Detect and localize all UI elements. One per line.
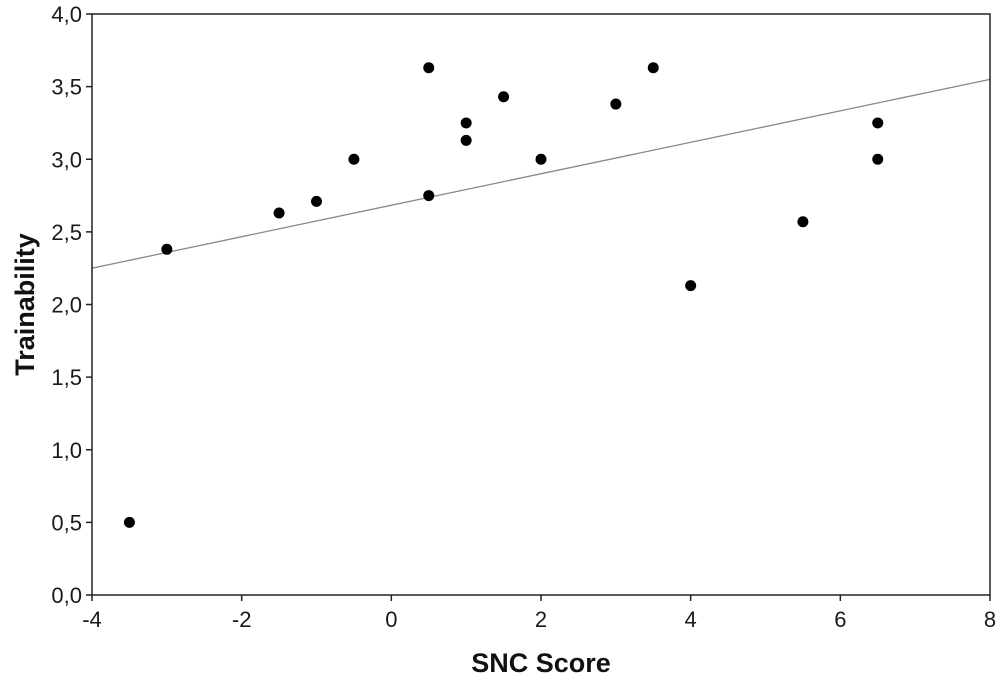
- y-tick-label: 3,0: [51, 147, 82, 172]
- x-tick-label: -2: [232, 607, 252, 632]
- y-tick-label: 4,0: [51, 2, 82, 27]
- data-point: [610, 98, 622, 110]
- data-point: [498, 91, 510, 103]
- y-tick-label: 0,0: [51, 583, 82, 608]
- data-point: [460, 117, 472, 129]
- data-point: [348, 153, 360, 165]
- data-points: [123, 62, 884, 528]
- data-point: [797, 216, 809, 228]
- plot-frame: [91, 13, 991, 596]
- data-point: [872, 117, 884, 129]
- y-tick-label: 2,5: [51, 220, 82, 245]
- data-point: [460, 134, 472, 146]
- x-tick-label: -4: [82, 607, 102, 632]
- y-axis-title: Trainability: [10, 233, 40, 376]
- y-tick-label: 2,0: [51, 293, 82, 318]
- data-point: [872, 153, 884, 165]
- x-axis-title: SNC Score: [471, 648, 611, 678]
- y-tick-label: 1,5: [51, 365, 82, 390]
- x-tick-label: 0: [385, 607, 397, 632]
- y-axis-ticks: 0,0 0,5 1,0 1,5 2,0 2,5 3,0 3,5 4,0: [51, 2, 92, 608]
- data-point: [123, 516, 135, 528]
- x-tick-label: 6: [834, 607, 846, 632]
- data-point: [685, 280, 697, 292]
- data-point: [423, 62, 435, 74]
- data-point: [535, 153, 547, 165]
- y-tick-label: 1,0: [51, 438, 82, 463]
- x-tick-label: 8: [984, 607, 996, 632]
- data-point: [273, 207, 285, 219]
- data-point: [647, 62, 659, 74]
- data-point: [161, 243, 173, 255]
- data-point: [311, 195, 322, 207]
- regression-line: [91, 78, 991, 269]
- x-axis-ticks: -4 -2 0 2 4 6 8: [82, 595, 996, 632]
- x-tick-label: 4: [685, 607, 697, 632]
- data-point: [423, 190, 435, 202]
- y-tick-label: 3,5: [51, 75, 82, 100]
- y-tick-label: 0,5: [51, 510, 82, 535]
- x-tick-label: 2: [535, 607, 547, 632]
